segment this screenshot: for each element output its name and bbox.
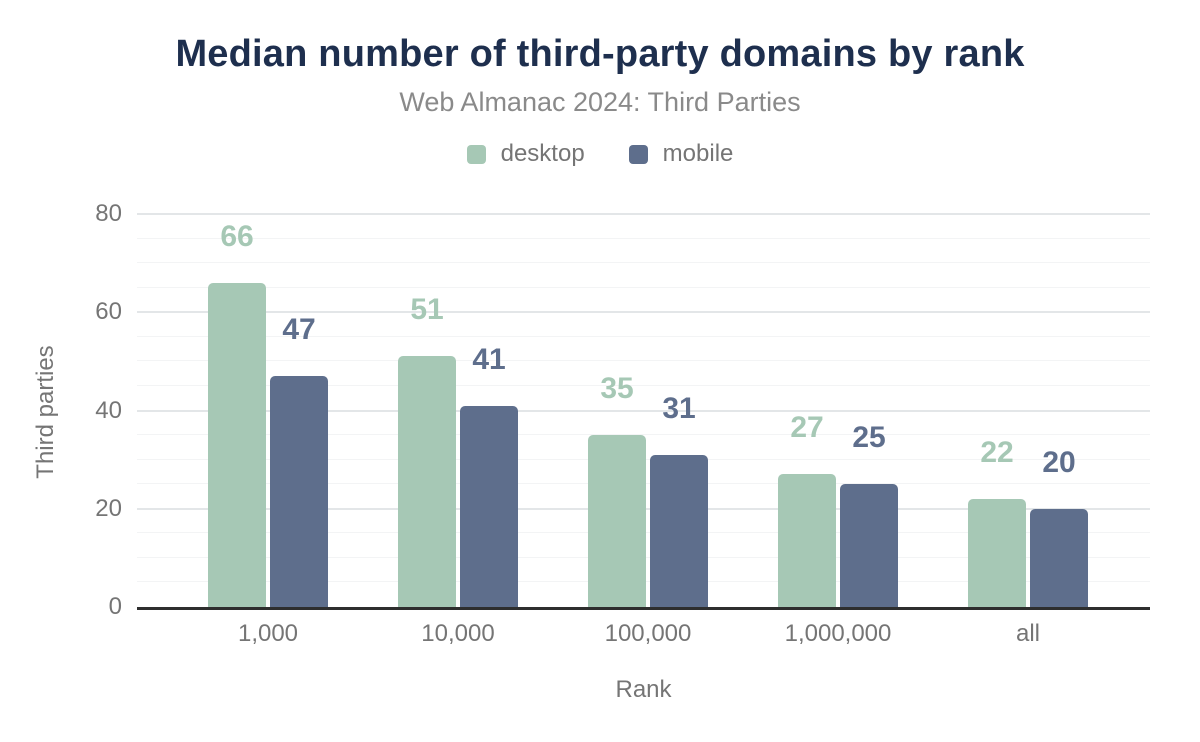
value-label-desktop-1000: 66 [220,219,254,253]
bar-desktop-1000[interactable] [208,282,266,607]
bar-mobile-1000000[interactable] [840,484,898,607]
legend-swatch-mobile [628,144,648,164]
gridline-major-40 [137,409,1150,412]
value-label-mobile-all: 20 [1042,445,1076,479]
value-label-desktop-1000000: 27 [790,411,824,445]
x-tick-label-10000: 10,000 [421,620,495,647]
y-tick-label-20: 20 [95,494,122,522]
chart-subtitle: Web Almanac 2024: Third Parties [399,87,801,117]
x-axis-title: Rank [615,676,672,703]
y-tick-label-0: 0 [108,593,122,620]
value-label-mobile-1000: 47 [282,313,316,347]
bar-mobile-1000[interactable] [270,376,328,607]
x-tick-label-1000000: 1,000,000 [784,620,892,647]
legend-item-desktop[interactable]: desktop [466,140,585,168]
bar-mobile-100000[interactable] [650,454,708,607]
x-tick-label-1000: 1,000 [237,620,299,647]
value-label-mobile-1000000: 25 [852,421,886,455]
value-label-desktop-100000: 35 [600,372,634,406]
legend-swatch-desktop [466,144,486,164]
legend-label-mobile: mobile [662,140,734,167]
gridline-minor-70 [137,262,1150,264]
value-label-mobile-100000: 31 [662,391,696,425]
gridline-major-60 [137,311,1150,314]
y-tick-label-60: 60 [95,298,122,326]
bar-desktop-all[interactable] [968,498,1026,607]
bar-desktop-1000000[interactable] [778,474,836,607]
gridline-minor-75 [137,237,1150,239]
gridline-minor-50 [137,360,1150,362]
y-tick-label-80: 80 [95,200,122,227]
value-label-mobile-10000: 41 [472,342,506,376]
bar-desktop-100000[interactable] [588,435,646,607]
bar-mobile-10000[interactable] [460,405,518,607]
x-tick-label-all: all [1015,620,1040,647]
legend: desktop mobile [0,140,1200,168]
x-tick-label-100000: 100,000 [604,620,692,647]
gridline-minor-55 [137,335,1150,337]
plot-area: Rank 0 20 40 60 80 66 47 1,000 51 41 10,000 35 31 100… [95,200,1150,703]
value-label-desktop-10000: 51 [410,293,444,327]
gridline-major-80 [137,213,1150,215]
chart-title: Median number of third-party domains by … [175,33,1025,75]
gridline-minor-65 [137,286,1150,288]
gridline-minor-35 [137,434,1150,436]
legend-label-desktop: desktop [500,140,585,167]
gridline-minor-45 [137,384,1150,386]
bar-desktop-10000[interactable] [398,356,456,607]
bar-mobile-all[interactable] [1030,508,1088,607]
value-label-desktop-all: 22 [980,435,1014,469]
y-tick-label-40: 40 [95,396,122,424]
legend-item-mobile[interactable]: mobile [628,140,734,168]
